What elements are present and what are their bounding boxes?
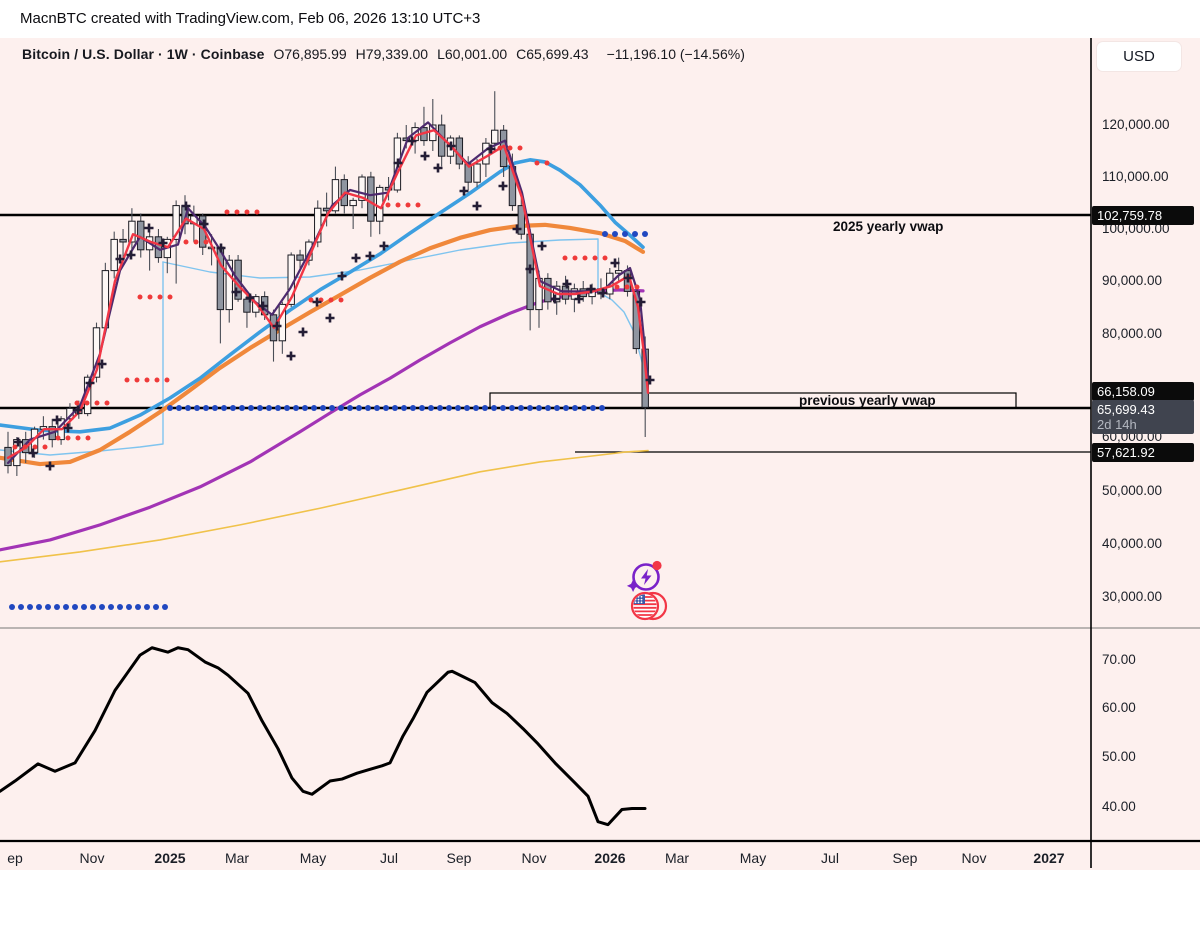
time-axis-label: Jul: [821, 850, 839, 866]
price-axis-label: 110,000.00: [1102, 169, 1169, 184]
sub-axis-label: 60.00: [1102, 700, 1136, 715]
time-axis-label: ep: [7, 850, 23, 866]
attribution-bar: MacnBTC created with TradingView.com, Fe…: [0, 0, 1200, 38]
sub-axis-label: 50.00: [1102, 749, 1136, 764]
time-axis-label: 2026: [594, 850, 626, 866]
time-axis-label: Mar: [224, 850, 250, 866]
us-flag-event-icon[interactable]: [623, 588, 671, 628]
currency-usd-button[interactable]: USD: [1097, 42, 1181, 71]
price-axis-label: 90,000.00: [1102, 273, 1163, 288]
time-axis-label: May: [739, 850, 767, 866]
ohlc-value: L60,001.00: [437, 46, 508, 62]
price-badge: 57,621.92: [1092, 443, 1194, 462]
price-badge: 65,699.43 2d 14h: [1092, 400, 1194, 434]
price-axis-label: 30,000.00: [1102, 589, 1163, 604]
time-axis-label: Mar: [664, 850, 690, 866]
ohlc-values: O76,895.99 H79,339.00 L60,001.00 C65,699.43: [274, 46, 598, 62]
time-axis-label: Sep: [446, 850, 472, 866]
ohlc-value: H79,339.00: [355, 46, 429, 62]
price-axis-label: 120,000.00: [1102, 117, 1170, 132]
time-axis-label: Nov: [79, 850, 105, 866]
time-axis-label: 2027: [1033, 850, 1065, 866]
symbol-title[interactable]: Bitcoin / U.S. Dollar · 1W · Coinbase: [22, 46, 265, 62]
time-axis-label: Nov: [961, 850, 987, 866]
vwap-previous-label[interactable]: previous yearly vwap: [799, 393, 936, 408]
sub-axis-label: 70.00: [1102, 652, 1136, 667]
ohlc-value: C65,699.43: [516, 46, 589, 62]
price-axis-label: 40,000.00: [1102, 536, 1163, 551]
time-axis-label: Jul: [380, 850, 398, 866]
time-axis-label: May: [299, 850, 327, 866]
price-badge: 66,158.09: [1092, 382, 1194, 401]
price-axis-label: 50,000.00: [1102, 483, 1163, 498]
chart-background: [0, 38, 1200, 870]
ohlc-value: O76,895.99: [273, 46, 347, 62]
symbol-header[interactable]: Bitcoin / U.S. Dollar · 1W · Coinbase O7…: [22, 46, 745, 62]
ai-spark-icon[interactable]: [624, 555, 668, 599]
vwap-2025-label[interactable]: 2025 yearly vwap: [833, 219, 944, 234]
time-axis-label: 2025: [154, 850, 186, 866]
currency-usd-label: USD: [1123, 48, 1155, 65]
price-axis-label: 80,000.00: [1102, 326, 1163, 341]
change-value: −11,196.10 (−14.56%): [606, 46, 745, 62]
sub-axis-label: 40.00: [1102, 799, 1136, 814]
price-badge: 102,759.78: [1092, 206, 1194, 225]
time-axis-label: Sep: [892, 850, 918, 866]
bottom-bar: TradingView: [0, 870, 1200, 951]
time-axis-label: Nov: [521, 850, 547, 866]
attribution-text: MacnBTC created with TradingView.com, Fe…: [20, 10, 481, 27]
